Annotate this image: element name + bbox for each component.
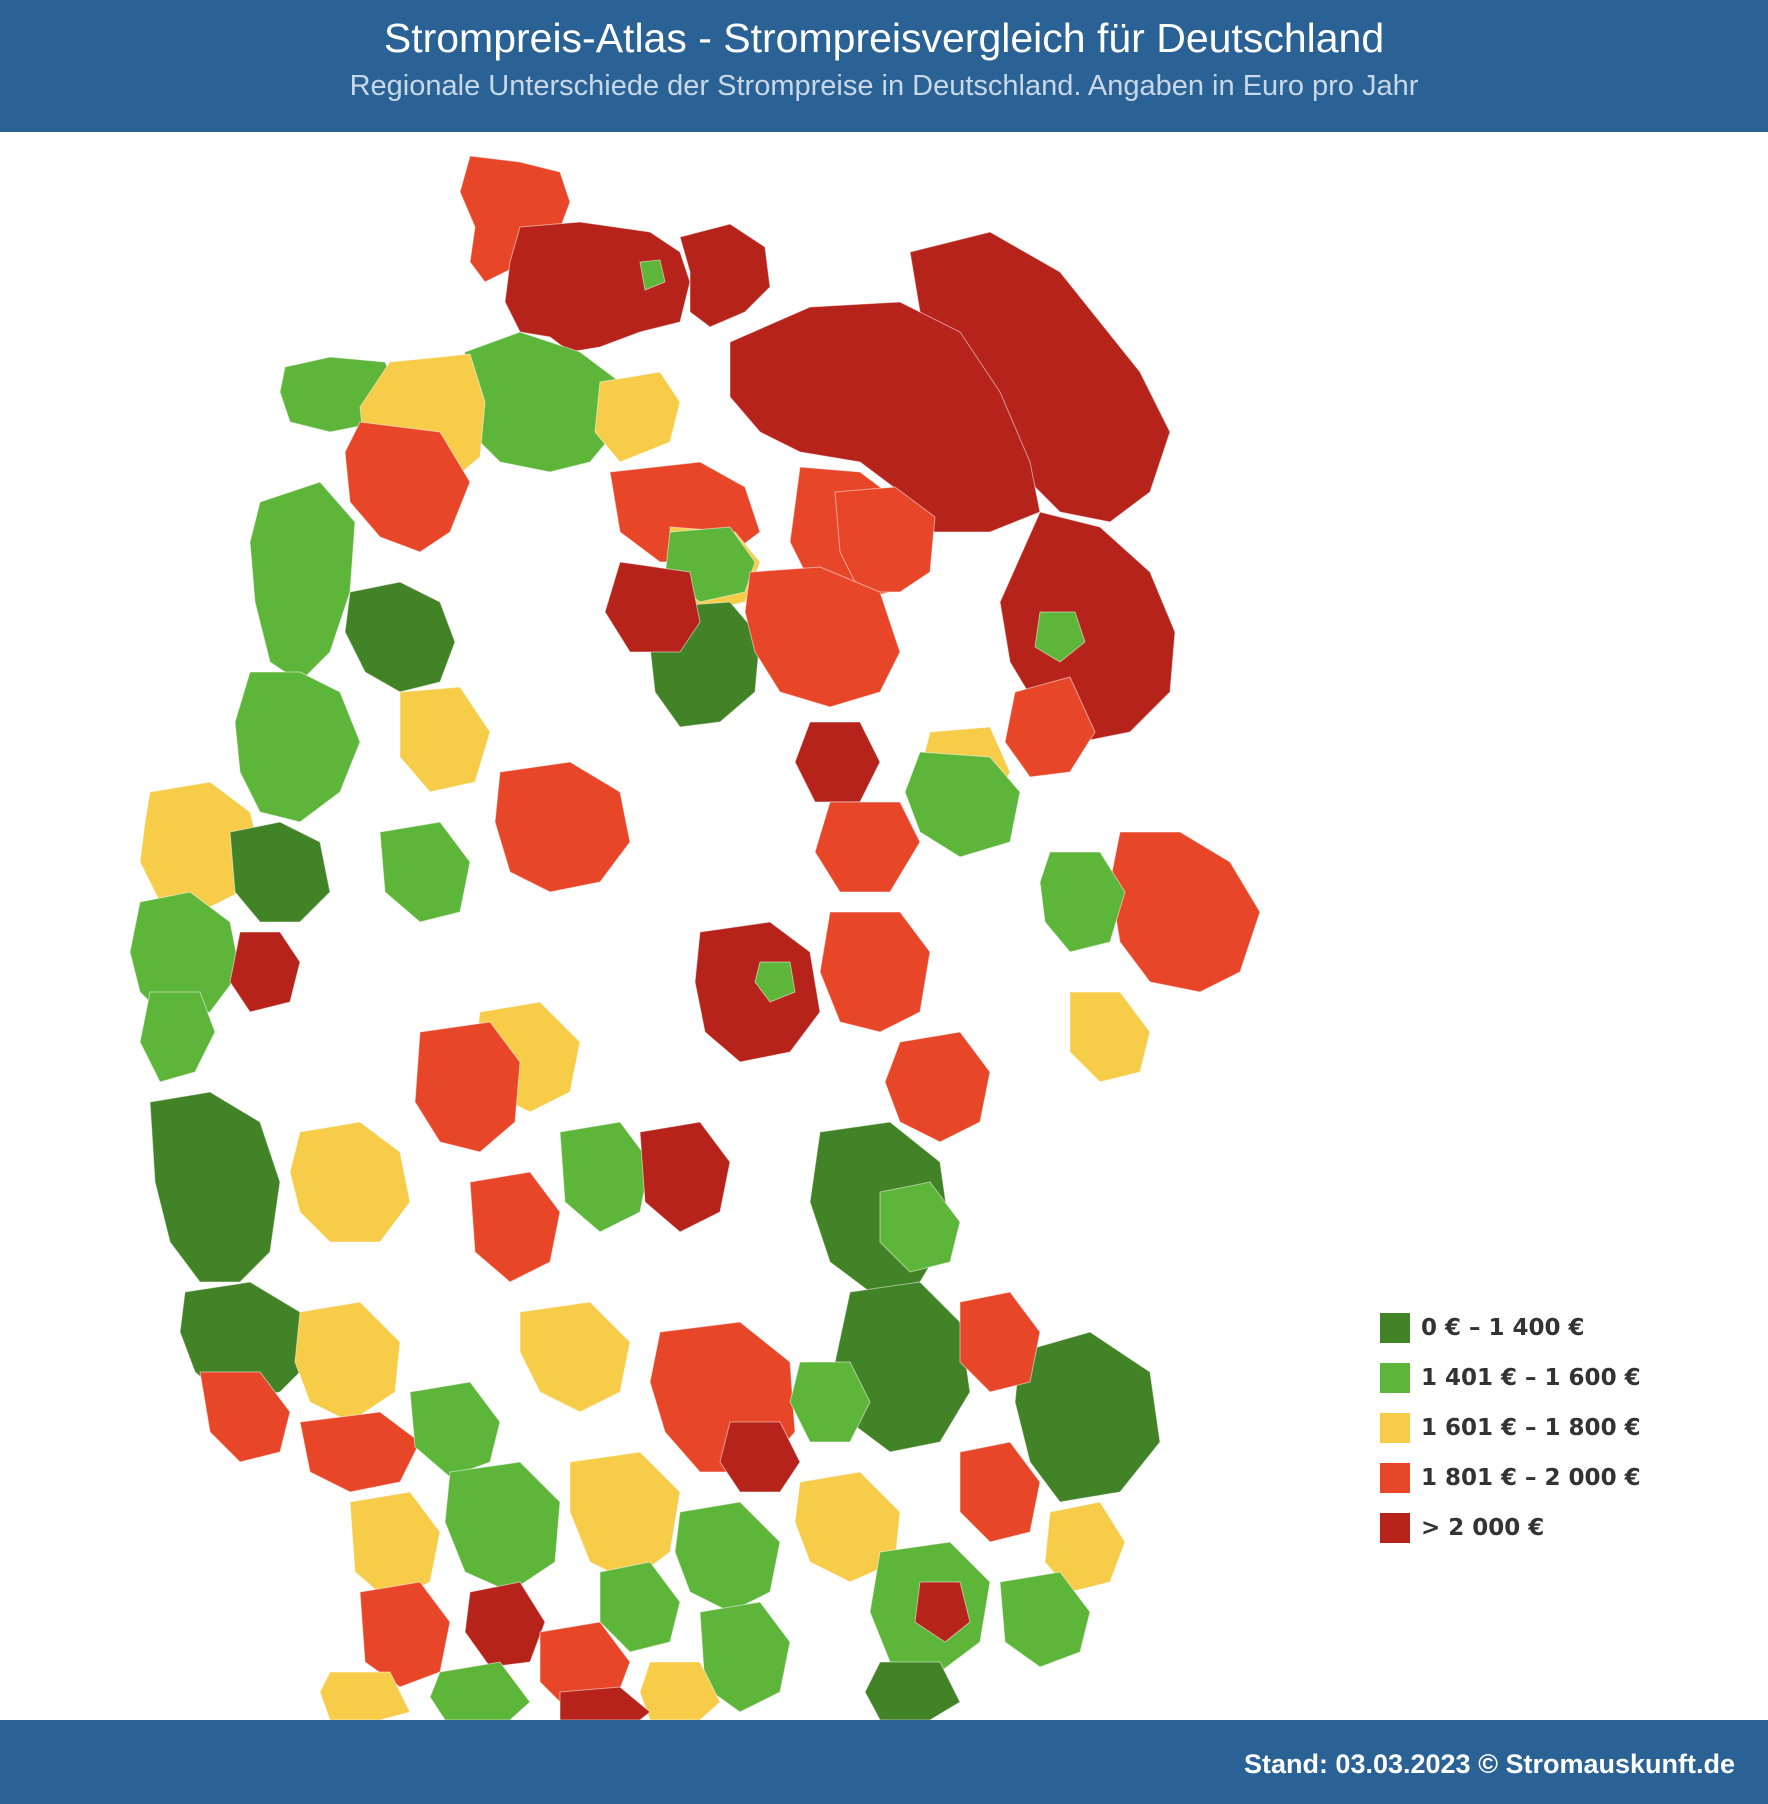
region-kassel xyxy=(494,761,631,893)
region-schwarzwald-nord xyxy=(359,1581,451,1688)
footer-credit: Stand: 03.03.2023 © Stromauskunft.de xyxy=(1243,1749,1735,1779)
region-dresden xyxy=(1039,851,1126,953)
region-rhoen xyxy=(639,1121,731,1233)
region-berlin xyxy=(1034,611,1086,663)
region-freiburg xyxy=(429,1661,531,1720)
germany-price-map xyxy=(129,155,1261,1720)
region-osnabrueck xyxy=(344,581,456,693)
region-stuttgart xyxy=(444,1461,561,1593)
region-allgaeu xyxy=(639,1661,721,1720)
legend-label-1: 1 401 € – 1 600 € xyxy=(1421,1365,1641,1391)
page-title: Strompreis-Atlas - Strompreisvergleich f… xyxy=(383,15,1385,61)
region-mecklenburg xyxy=(729,301,1041,533)
region-ostalb xyxy=(569,1451,681,1583)
region-schleswig-holstein-west xyxy=(504,221,691,353)
legend-swatch-3 xyxy=(1380,1463,1410,1493)
region-hamburg-sued xyxy=(594,371,681,463)
region-dessau xyxy=(904,751,1021,858)
legend-swatch-1 xyxy=(1380,1363,1410,1393)
region-westerwald xyxy=(289,1121,411,1243)
region-wuerzburg xyxy=(519,1301,631,1413)
region-oberbayern-ost xyxy=(999,1571,1091,1668)
legend-label-0: 0 € – 1 400 € xyxy=(1421,1315,1585,1341)
region-mainz xyxy=(299,1411,421,1493)
region-frankfurt xyxy=(469,1171,561,1283)
page-subtitle: Regionale Unterschiede der Strompreise i… xyxy=(349,70,1419,102)
region-rosenheim xyxy=(864,1661,961,1720)
region-landshut xyxy=(959,1441,1041,1543)
region-thueringen-ost xyxy=(819,911,931,1033)
legend-swatch-2 xyxy=(1380,1413,1410,1443)
legend-swatch-0 xyxy=(1380,1313,1410,1343)
region-bodensee xyxy=(559,1686,651,1720)
region-lausitz-nord xyxy=(1004,676,1096,778)
legend-label-2: 1 601 € – 1 800 € xyxy=(1421,1415,1641,1441)
region-niederrhein xyxy=(129,891,241,1023)
region-hessen-mitte xyxy=(414,1021,521,1153)
region-pfalz xyxy=(294,1301,401,1423)
region-aachen xyxy=(139,991,216,1083)
region-saarland xyxy=(199,1371,291,1463)
header-bar: Strompreis-Atlas - Strompreisvergleich f… xyxy=(0,0,1768,132)
region-hof xyxy=(879,1181,961,1273)
region-erfurt xyxy=(694,921,821,1063)
region-bielefeld xyxy=(399,686,491,793)
region-koeln xyxy=(229,931,301,1013)
region-celle xyxy=(604,561,701,653)
region-brandenburg-nord xyxy=(834,486,936,593)
region-passau xyxy=(1044,1501,1126,1593)
region-gotha-enclave xyxy=(754,961,796,1003)
region-niedersachsen-mitte xyxy=(344,421,471,553)
region-paderborn xyxy=(379,821,471,923)
region-neckar-alb xyxy=(464,1581,546,1668)
region-sauerland xyxy=(229,821,331,923)
region-schwarzwald-sued xyxy=(319,1671,411,1720)
region-eifel xyxy=(149,1091,281,1283)
region-ingolstadt xyxy=(794,1471,901,1583)
region-karlsruhe xyxy=(349,1491,441,1603)
region-heidelberg xyxy=(409,1381,501,1478)
region-oberpfalz-west xyxy=(789,1361,871,1443)
region-fulda xyxy=(559,1121,651,1233)
legend-label-4: > 2 000 € xyxy=(1421,1515,1545,1541)
region-muenchen-kern xyxy=(914,1581,971,1643)
region-ostholstein xyxy=(679,223,771,328)
region-emsland xyxy=(249,481,356,683)
region-muensterland xyxy=(234,671,361,823)
region-niederbayern-ost xyxy=(1014,1331,1161,1503)
region-regensburg xyxy=(959,1291,1041,1393)
region-sachsen-anhalt-sued xyxy=(814,801,921,893)
region-magdeburg xyxy=(744,566,901,708)
region-oberlausitz xyxy=(1069,991,1151,1083)
region-erzgebirge xyxy=(884,1031,991,1143)
footer-bar: Stand: 03.03.2023 © Stromauskunft.de xyxy=(0,1720,1768,1804)
region-harz xyxy=(794,721,881,803)
region-kiel-enclave xyxy=(639,259,666,291)
region-ruhrgebiet xyxy=(139,781,261,913)
legend-swatch-4 xyxy=(1380,1513,1410,1543)
region-nuernberg-kern xyxy=(719,1421,801,1493)
region-leipzig xyxy=(1109,831,1261,993)
region-oberschwaben xyxy=(599,1561,681,1653)
legend-label-3: 1 801 € – 2 000 € xyxy=(1421,1465,1641,1491)
region-augsburg xyxy=(674,1501,781,1613)
